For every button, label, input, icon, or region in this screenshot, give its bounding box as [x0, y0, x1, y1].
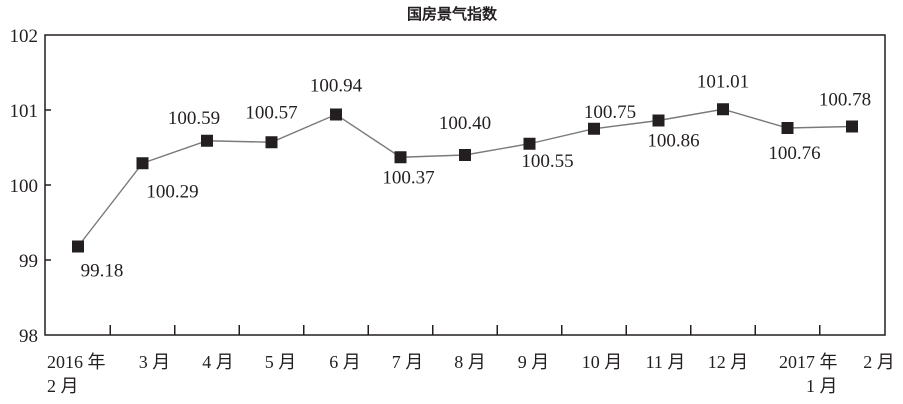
x-tick-label-line: 1 月: [806, 376, 838, 396]
axes: 98 99 100 101 102 2016 年 2 月 3 月 4 月 5 月 6 月 7 月 8 月…: [10, 26, 895, 396]
data-label: 100.86: [647, 131, 699, 152]
data-point-marker: [201, 134, 213, 147]
y-tick-label: 102: [10, 26, 39, 47]
y-tick-label: 100: [10, 176, 39, 197]
y-tick-label: 99: [19, 251, 38, 272]
data-label: 100.29: [146, 181, 198, 202]
x-tick-label-line: 6 月: [329, 352, 361, 372]
x-tick-label-line: 12 月: [708, 352, 749, 372]
x-tick-label: 6 月: [329, 352, 361, 372]
x-tick-label-line: 4 月: [202, 352, 234, 372]
data-point-marker: [330, 108, 342, 121]
x-tick-label-line: 2017 年: [779, 352, 838, 372]
data-label: 100.78: [819, 90, 871, 111]
y-tick-label: 101: [10, 101, 39, 122]
x-tick-label: 8 月: [454, 352, 486, 372]
x-tick-label-line: 8 月: [454, 352, 486, 372]
x-tick-label: 10 月: [582, 352, 623, 372]
data-label: 100.59: [168, 108, 220, 129]
x-tick-label-line: 11 月: [646, 352, 686, 372]
data-label: 100.94: [310, 76, 363, 97]
x-tick-label: 11 月: [646, 352, 686, 372]
x-tick-label: 2 月: [863, 352, 895, 372]
data-point-marker: [781, 122, 794, 134]
x-tick-label: 3 月: [139, 352, 171, 372]
data-label: 101.01: [697, 71, 749, 92]
data-point-marker: [459, 149, 471, 161]
data-point-marker: [846, 120, 858, 133]
data-label: 100.57: [245, 102, 297, 123]
chart-title: 国房景气指数: [407, 5, 498, 23]
x-tick-label: 12 月: [708, 352, 749, 372]
series: [72, 103, 858, 253]
data-labels: 99.18 100.29 100.59 100.57 100.94 100.37 100.4…: [81, 71, 872, 281]
data-point-marker: [717, 103, 729, 116]
data-label: 100.40: [439, 113, 491, 134]
data-point-marker: [265, 136, 278, 149]
x-tick-label: 2016 年 2 月: [47, 352, 106, 396]
x-tick-label-line: 10 月: [582, 352, 623, 372]
x-tick-label-line: 2 月: [863, 352, 895, 372]
x-tick-label: 9 月: [518, 352, 550, 372]
data-point-marker: [652, 114, 665, 127]
data-label: 100.75: [584, 102, 636, 123]
data-point-marker: [588, 122, 600, 135]
x-tick-label-line: 5 月: [265, 352, 297, 372]
data-point-marker: [136, 157, 149, 170]
data-label: 100.37: [382, 167, 434, 188]
x-tick-label: 5 月: [265, 352, 297, 372]
x-tick-label: 7 月: [392, 352, 424, 372]
x-tick-label-line: 3 月: [139, 352, 171, 372]
x-tick-label-line: 9 月: [518, 352, 550, 372]
x-tick-label-line: 2 月: [47, 376, 79, 396]
data-point-marker: [394, 151, 407, 164]
x-tick-label-line: 2016 年: [47, 352, 106, 372]
data-label: 99.18: [81, 261, 124, 282]
x-tick-label: 2017 年 1 月: [779, 352, 838, 396]
x-tick-label-line: 7 月: [392, 352, 424, 372]
data-label: 100.55: [521, 151, 573, 172]
data-point-marker: [72, 240, 84, 253]
data-point-marker: [523, 137, 536, 150]
data-label: 100.76: [768, 143, 820, 164]
x-tick-label: 4 月: [202, 352, 234, 372]
y-tick-label: 98: [19, 326, 38, 347]
